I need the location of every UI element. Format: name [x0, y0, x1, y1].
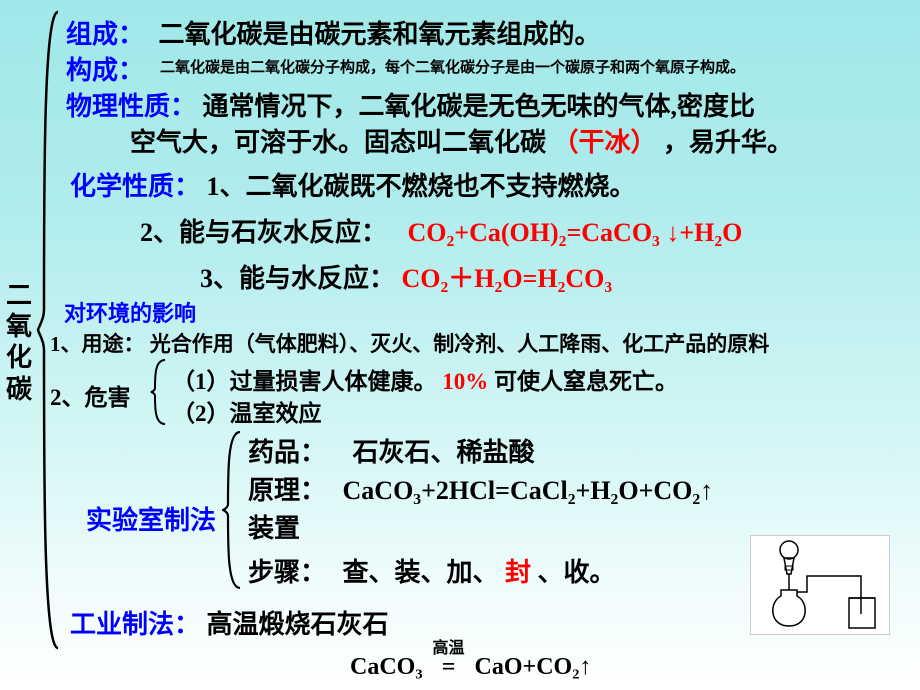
lab-label: 实验室制法: [86, 500, 216, 537]
use-text: 光合作用（气体肥料）、灭火、制冷剂、人工降雨、化工产品的原料: [150, 332, 770, 356]
apparatus-figure: [750, 535, 890, 635]
harm-bracket: [150, 358, 168, 426]
ind-label: 工业制法：: [70, 610, 200, 639]
label-structure: 构成：: [66, 56, 144, 85]
lab-step-b: 、收。: [538, 558, 616, 587]
chem-p1: 1、二氧化碳既不燃烧也不支持燃烧。: [207, 172, 636, 201]
lab-step-label: 步骤：: [248, 558, 326, 587]
text-structure: 二氧化碳是由二氧化碳分子构成，每个二氧化碳分子是由一个碳原子和两个氧原子构成。: [160, 56, 745, 77]
side-title: 二氧化碳: [6, 280, 34, 405]
lab-step-red: 封: [505, 558, 531, 587]
harm2: （2）温室效应: [172, 394, 322, 428]
harm-label: 2、危害: [50, 378, 131, 412]
text-composition: 二氧化碳是由碳元素和氧元素组成的。: [159, 20, 601, 49]
lab-pri-label: 原理：: [248, 476, 326, 505]
lab-drug-text: 石灰石、稀盐酸: [353, 438, 535, 467]
label-physical: 物理性质：: [66, 92, 196, 121]
lab-drug-label: 药品：: [248, 438, 326, 467]
chem-p3-label: 3、能与水反应：: [200, 264, 395, 293]
label-composition: 组成：: [66, 20, 144, 49]
chem-p3-eq: CO₂＋H₂O=H₂CO₃: [402, 264, 613, 293]
ind-cond: 高温: [429, 634, 469, 658]
text-physical-a: 通常情况下，二氧化碳是无色无味的气体,密度比: [203, 92, 756, 121]
harm1-post: 可使人窒息死亡。: [494, 369, 678, 394]
lab-dev: 装置: [248, 508, 300, 545]
lab-pri-eq: CaCO₃+2HCl=CaCl₂+H₂O+CO₂↑: [343, 476, 714, 505]
label-env: 对环境的影响: [64, 296, 196, 328]
chem-p2-label: 2、能与石灰水反应：: [140, 218, 387, 247]
ind-text: 高温煅烧石灰石: [207, 610, 389, 639]
chem-p2-eq: CO₂+Ca(OH)₂=CaCO₃ ↓+H₂O: [408, 218, 743, 247]
lab-bracket: [222, 430, 244, 590]
label-chemical: 化学性质：: [70, 172, 200, 201]
text-physical-b2: ，易升华。: [663, 128, 793, 157]
harm1-pre: （1）过量损害人体健康。: [172, 369, 437, 394]
text-physical-red: （干冰）: [553, 128, 657, 157]
use-label: 1、用途：: [50, 332, 145, 356]
lab-step-a: 查、装、加、: [343, 558, 499, 587]
text-physical-b1: 空气大，可溶于水。固态叫二氧化碳: [130, 128, 546, 157]
ind-eq-b: CaO+CO₂↑: [475, 654, 592, 680]
harm1-red: 10%: [442, 369, 488, 394]
ind-eq-a: CaCO₃: [350, 654, 423, 680]
